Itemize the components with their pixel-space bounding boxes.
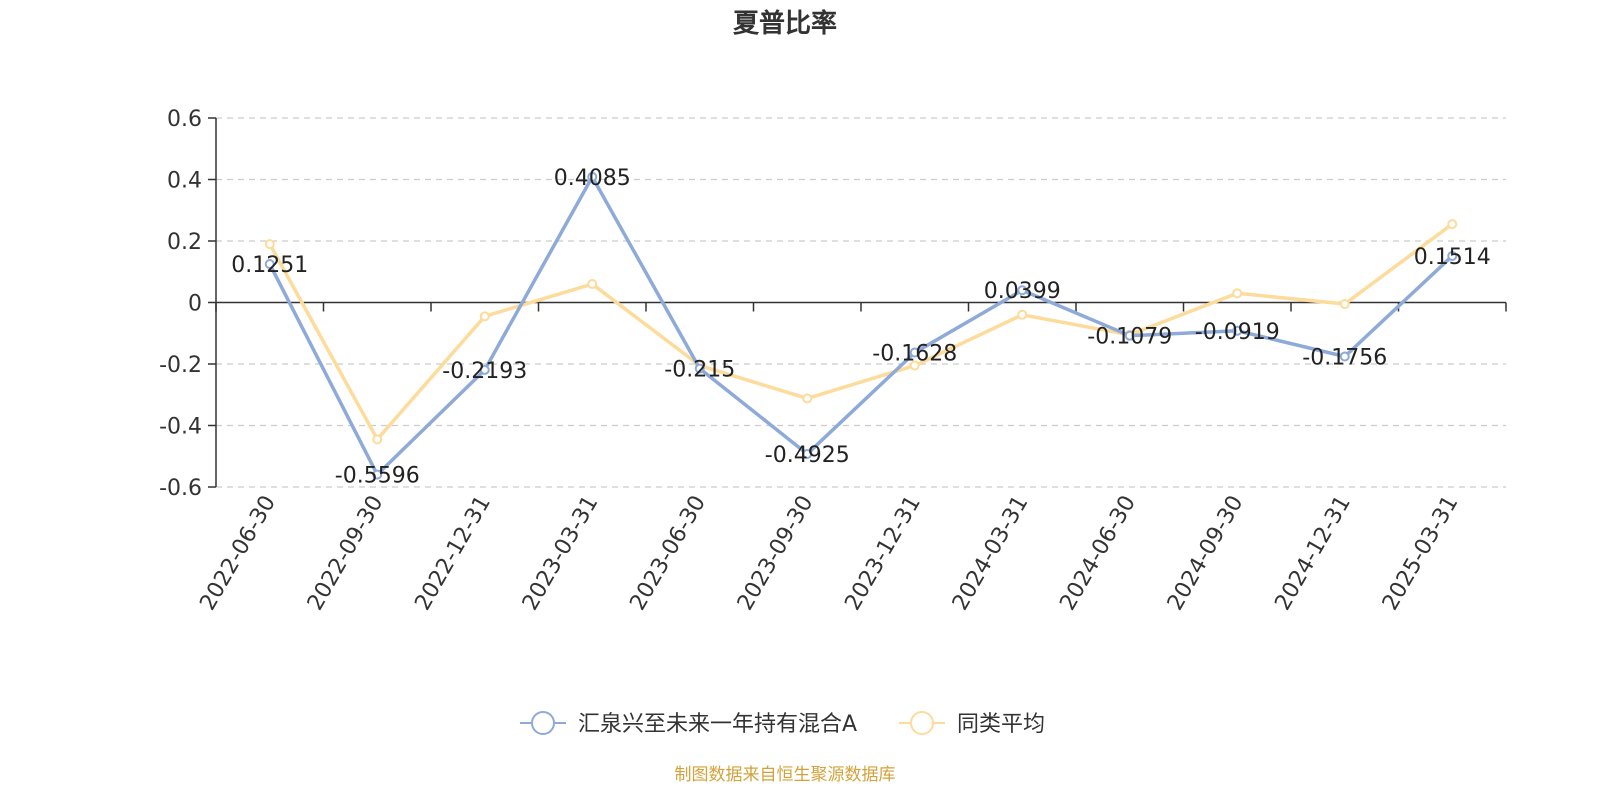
x-tick-label: 2024-09-30	[1163, 492, 1249, 615]
fund-data-label: -0.1756	[1302, 345, 1387, 370]
legend-fund-label: 汇泉兴至未来一年持有混合A	[578, 712, 857, 737]
fund-data-label: -0.2193	[442, 359, 527, 384]
fund-data-point[interactable]	[1232, 325, 1243, 336]
fund-data-label: 0.1514	[1414, 245, 1491, 270]
fund-data-point[interactable]	[587, 171, 598, 182]
fund-data-label: -0.1079	[1087, 325, 1172, 350]
peer-average-data-point[interactable]	[909, 360, 920, 371]
chart-title: 夏普比率	[733, 8, 837, 39]
y-tick-label: 0.6	[167, 107, 202, 132]
peer-average-data-point[interactable]	[587, 279, 598, 290]
fund-data-label: -0.5596	[335, 464, 420, 489]
y-tick-label: -0.4	[159, 415, 202, 440]
fund-data-point[interactable]	[1017, 285, 1028, 296]
x-tick-label: 2022-06-30	[195, 492, 281, 615]
peer-average-data-point[interactable]	[264, 239, 275, 250]
legend-item-fund[interactable]: 汇泉兴至未来一年持有混合A	[520, 711, 857, 737]
fund-data-point[interactable]	[264, 259, 275, 270]
y-tick-label: 0	[188, 292, 202, 317]
fund-data-point[interactable]	[694, 363, 705, 374]
peer-average-data-point[interactable]	[1447, 219, 1458, 230]
data-labels: 0.1251 -0.5596 -0.2193 0.4085 -0.215 -0.4925 -…	[231, 166, 1490, 489]
fund-data-label: -0.4925	[765, 443, 850, 468]
fund-data-point[interactable]	[479, 364, 490, 375]
fund-data-point[interactable]	[1124, 330, 1135, 341]
fund-data-label: -0.1628	[872, 342, 957, 367]
x-tick-label: 2024-12-31	[1270, 492, 1356, 615]
y-tick-label: -0.2	[159, 353, 202, 378]
x-tick-label: 2023-12-31	[840, 492, 926, 615]
peer-average-data-point[interactable]	[802, 393, 813, 404]
x-tick-label: 2025-03-31	[1378, 492, 1464, 615]
fund-data-point[interactable]	[909, 347, 920, 358]
series-lines	[264, 171, 1458, 480]
grid-lines	[216, 117, 1506, 488]
x-tick-label: 2023-06-30	[625, 492, 711, 615]
peer-average-series-line	[268, 222, 1454, 442]
fund-data-point[interactable]	[1339, 351, 1350, 362]
legend-item-peer-average[interactable]: 同类平均	[899, 711, 1045, 737]
fund-data-point[interactable]	[1447, 250, 1458, 261]
legend: 汇泉兴至未来一年持有混合A 同类平均	[520, 711, 1045, 737]
fund-data-point[interactable]	[802, 448, 813, 459]
peer-average-data-point[interactable]	[479, 311, 490, 322]
legend-peer-marker	[910, 711, 934, 735]
legend-peer-label: 同类平均	[957, 712, 1045, 737]
x-tick-label: 2023-03-31	[518, 492, 604, 615]
fund-data-label: 0.0399	[984, 279, 1061, 304]
y-tick-label: 0.4	[167, 169, 202, 194]
x-tick-label: 2022-09-30	[303, 492, 389, 615]
fund-data-label: -0.215	[664, 358, 735, 383]
source-text: 制图数据来自恒生聚源数据库	[675, 765, 896, 785]
fund-data-label: 0.1251	[231, 253, 308, 278]
peer-average-data-point[interactable]	[372, 434, 383, 445]
y-tick-label: -0.6	[159, 476, 202, 501]
x-tick-label: 2022-12-31	[410, 492, 496, 615]
peer-average-data-point[interactable]	[1339, 299, 1350, 310]
legend-fund-marker	[531, 711, 555, 735]
fund-data-label: -0.0919	[1195, 320, 1280, 345]
x-tick-label: 2024-06-30	[1055, 492, 1141, 615]
x-tick-label: 2024-03-31	[948, 492, 1034, 615]
y-tick-label: 0.2	[167, 230, 202, 255]
peer-average-data-point[interactable]	[1017, 309, 1028, 320]
x-tick-label: 2023-09-30	[733, 492, 819, 615]
fund-data-point[interactable]	[372, 469, 383, 480]
fund-series-line	[268, 175, 1454, 477]
fund-data-label: 0.4085	[554, 166, 631, 191]
peer-average-data-point[interactable]	[1232, 288, 1243, 299]
